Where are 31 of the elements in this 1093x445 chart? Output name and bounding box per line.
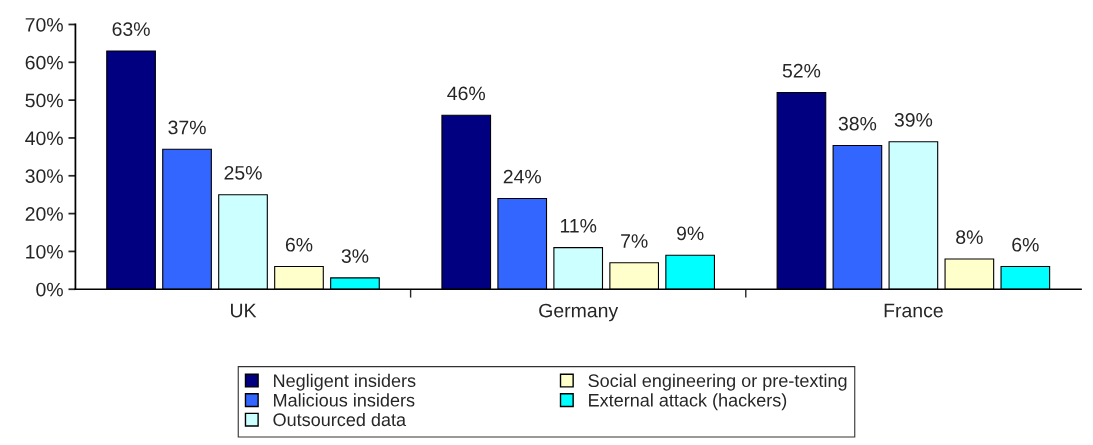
y-tick-label: 50% — [25, 93, 63, 108]
text: 3% — [341, 249, 369, 263]
y-tick-label: 40% — [25, 131, 63, 146]
text: 37% — [168, 120, 206, 135]
legend-label: Negligent insiders — [274, 373, 416, 391]
legend-label: Outsourced data — [273, 412, 407, 427]
text: 38% — [838, 116, 877, 131]
text: 46% — [447, 86, 486, 101]
y-tick-label: 20% — [25, 207, 63, 221]
x-tick-label: Germany — [539, 303, 619, 322]
text: 24% — [503, 169, 541, 184]
text: 39% — [894, 113, 933, 127]
y-tick-label: 70% — [25, 17, 63, 32]
text: 63% — [112, 22, 150, 36]
text: 7% — [621, 234, 648, 248]
legend-label: Malicious insiders — [274, 393, 415, 407]
y-tick-label: 30% — [25, 169, 63, 184]
legend-label: External attack (hackers) — [589, 393, 787, 411]
y-tick-label: 0% — [36, 282, 63, 297]
text: 6% — [285, 237, 313, 252]
x-tick-label: France — [884, 303, 943, 318]
legend-label: Social engineering or pre-texting — [588, 373, 847, 391]
x-tick-label: UK — [231, 303, 257, 318]
text: 11% — [560, 219, 597, 233]
y-tick-label: 10% — [26, 244, 63, 259]
text: 25% — [224, 165, 262, 180]
text: 6% — [1012, 237, 1039, 252]
y-tick-label: 60% — [25, 55, 63, 70]
text: 8% — [956, 230, 983, 245]
text: 52% — [782, 63, 821, 78]
text: 9% — [677, 226, 704, 241]
